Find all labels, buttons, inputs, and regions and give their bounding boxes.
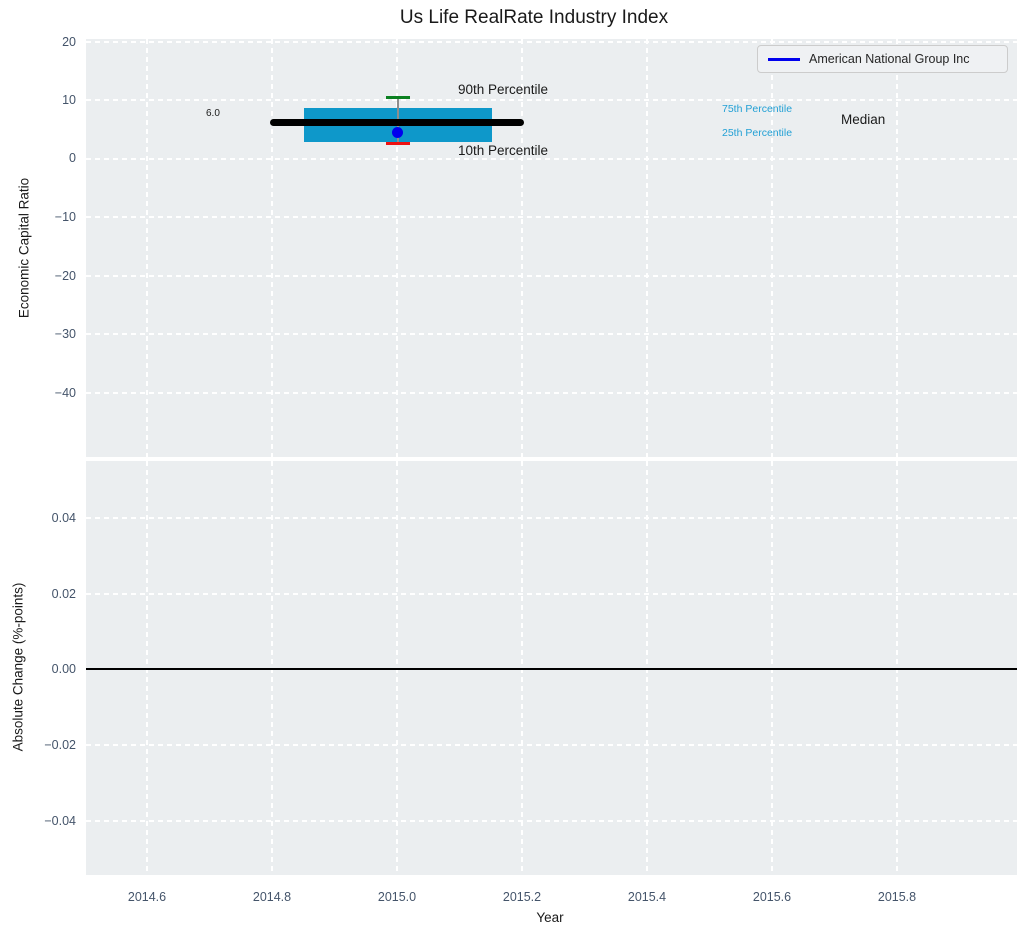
median-line (270, 119, 524, 126)
legend-line-icon (768, 57, 800, 61)
gridline (86, 333, 1017, 335)
company-marker (392, 127, 403, 138)
annotation-10th-percentile: 10th Percentile (458, 143, 549, 158)
ytick-label: 10 (62, 93, 76, 107)
xtick-label: 2015.0 (377, 890, 417, 904)
gridline (146, 39, 148, 457)
ytick-label: 0.04 (51, 511, 76, 525)
legend: American National Group Inc (757, 45, 1008, 73)
ytick-label: −10 (54, 210, 76, 224)
y-axis-label-top: Economic Capital Ratio (16, 177, 32, 319)
gridline (86, 744, 1017, 746)
annotation-75th-percentile: 75th Percentile (722, 103, 793, 115)
gridline (86, 392, 1017, 394)
median-value-label: 6.0 (206, 108, 220, 119)
gridline (521, 39, 523, 457)
gridline (86, 820, 1017, 822)
gridline (396, 39, 398, 457)
ytick-label: −0.04 (44, 814, 76, 828)
ytick-label: −30 (54, 327, 76, 341)
legend-label: American National Group Inc (809, 52, 970, 66)
xtick-label: 2015.8 (877, 890, 917, 904)
gridline (86, 275, 1017, 277)
chart-title: Us Life RealRate Industry Index (399, 7, 669, 28)
xtick-label: 2014.8 (252, 890, 292, 904)
xtick-label: 2015.6 (752, 890, 792, 904)
xtick-label: 2015.2 (502, 890, 542, 904)
ytick-label: 20 (62, 35, 76, 49)
p10-cap (386, 142, 410, 145)
xtick-label: 2014.6 (127, 890, 167, 904)
zero-line (86, 668, 1017, 670)
ytick-label: 0.02 (51, 587, 76, 601)
annotation-25th-percentile: 25th Percentile (722, 127, 793, 139)
gridline (771, 39, 773, 457)
top-plot-area: 6.0 90th Percentile 10th Percentile 75th… (86, 39, 1017, 457)
ytick-label: 0 (69, 151, 76, 165)
gridline (86, 41, 1017, 43)
gridline (86, 216, 1017, 218)
ytick-label: −20 (54, 269, 76, 283)
ytick-label: −40 (54, 386, 76, 400)
y-axis-label-bottom: Absolute Change (%-points) (10, 582, 26, 752)
gridline (271, 39, 273, 457)
x-axis-label: Year (536, 910, 564, 925)
gridline (86, 517, 1017, 519)
ytick-label: −0.02 (44, 738, 76, 752)
annotation-90th-percentile: 90th Percentile (458, 82, 549, 97)
gridline (86, 593, 1017, 595)
ytick-label: 0.00 (51, 662, 76, 676)
gridline (86, 158, 1017, 160)
gridline (646, 39, 648, 457)
xtick-label: 2015.4 (627, 890, 667, 904)
gridline (86, 99, 1017, 101)
gridline (896, 39, 898, 457)
p90-cap (386, 96, 410, 99)
bottom-plot-area (86, 461, 1017, 875)
annotation-median: Median (841, 112, 886, 127)
